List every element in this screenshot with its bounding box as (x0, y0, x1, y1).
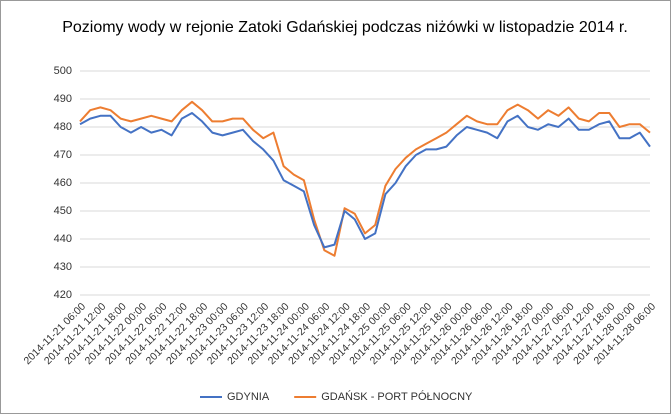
y-tick-label: 500 (54, 65, 72, 77)
y-tick-label: 420 (54, 289, 72, 301)
series-line (79, 100, 651, 257)
y-tick-label: 450 (54, 205, 72, 217)
y-tick-label: 470 (54, 149, 72, 161)
y-tick-label: 430 (54, 261, 72, 273)
y-tick-label: 460 (54, 177, 72, 189)
y-tick-label: 490 (54, 93, 72, 105)
legend-label: GDYNIA (227, 391, 270, 403)
y-tick-label: 480 (54, 121, 72, 133)
series-line (79, 112, 651, 249)
legend-label: GDAŃSK - PORT PÓŁNOCNY (321, 390, 473, 403)
y-tick-label: 440 (54, 233, 72, 245)
chart-title: Poziomy wody w rejonie Zatoki Gdańskiej … (62, 19, 628, 36)
